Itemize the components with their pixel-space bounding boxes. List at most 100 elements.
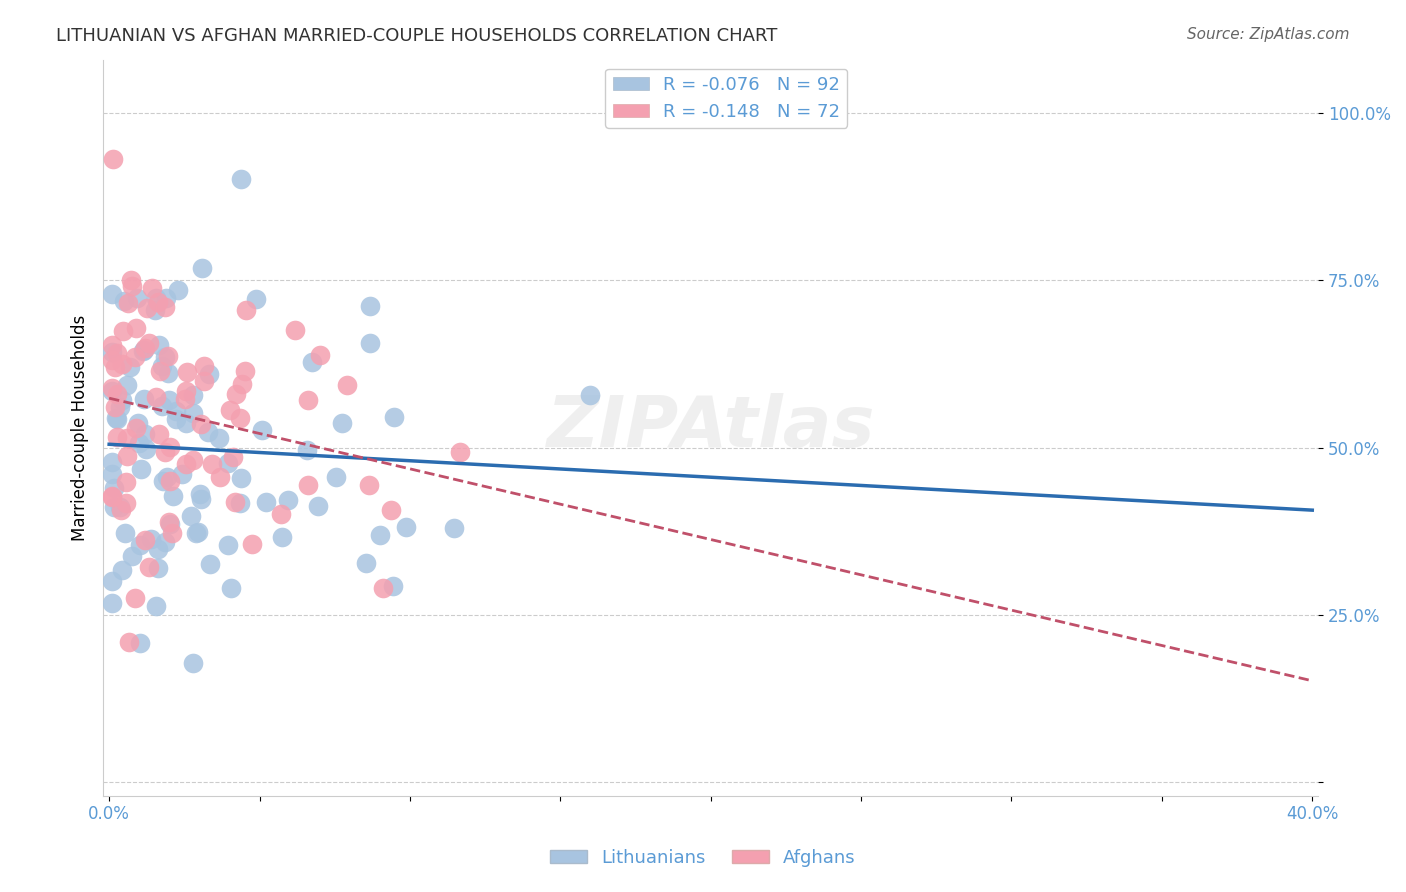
Point: [105, 430, 128, 444]
Point: [578, 388, 600, 402]
Point: [157, 393, 180, 408]
Point: [190, 487, 212, 501]
Point: [174, 392, 197, 406]
Point: [150, 399, 173, 413]
Point: [124, 591, 146, 605]
Point: [134, 341, 156, 355]
Point: [121, 549, 143, 564]
Point: [114, 526, 136, 541]
Point: [127, 416, 149, 430]
Point: [141, 532, 163, 546]
Point: [156, 470, 179, 484]
Point: [373, 581, 395, 595]
Point: [198, 367, 221, 381]
Point: [121, 279, 143, 293]
Point: [112, 294, 135, 309]
Point: [190, 417, 212, 432]
Point: [118, 634, 141, 648]
Point: [153, 350, 176, 364]
Point: [380, 503, 402, 517]
Point: [115, 377, 138, 392]
Point: [129, 538, 152, 552]
Point: [160, 525, 183, 540]
Point: [167, 283, 190, 297]
Point: [368, 528, 391, 542]
Point: [105, 387, 128, 401]
Point: [359, 299, 381, 313]
Point: [162, 488, 184, 502]
Point: [270, 507, 292, 521]
Point: [159, 474, 181, 488]
Point: [153, 301, 176, 315]
Point: [449, 445, 471, 459]
Point: [125, 421, 148, 435]
Point: [336, 377, 359, 392]
Point: [155, 535, 177, 549]
Point: [134, 427, 156, 442]
Point: [229, 410, 252, 425]
Point: [181, 406, 204, 420]
Point: [207, 431, 229, 445]
Point: [101, 455, 124, 469]
Point: [231, 376, 253, 391]
Point: [132, 392, 155, 407]
Legend: R = -0.076   N = 92, R = -0.148   N = 72: R = -0.076 N = 92, R = -0.148 N = 72: [606, 69, 848, 128]
Point: [217, 538, 239, 552]
Point: [174, 458, 197, 472]
Point: [101, 287, 124, 301]
Point: [277, 493, 299, 508]
Point: [181, 452, 204, 467]
Point: [125, 321, 148, 335]
Point: [148, 338, 170, 352]
Point: [325, 470, 347, 484]
Point: [219, 582, 242, 596]
Point: [110, 500, 132, 515]
Point: [101, 152, 124, 166]
Point: [217, 456, 239, 470]
Point: [125, 291, 148, 305]
Point: [108, 401, 131, 415]
Point: [111, 357, 134, 371]
Point: [330, 416, 353, 430]
Point: [176, 384, 198, 399]
Point: [198, 557, 221, 571]
Point: [159, 516, 181, 531]
Point: [174, 417, 197, 431]
Point: [165, 403, 187, 417]
Point: [115, 475, 138, 489]
Text: LITHUANIAN VS AFGHAN MARRIED-COUPLE HOUSEHOLDS CORRELATION CHART: LITHUANIAN VS AFGHAN MARRIED-COUPLE HOUS…: [56, 27, 778, 45]
Point: [115, 495, 138, 509]
Point: [131, 343, 153, 358]
Point: [284, 323, 307, 337]
Point: [170, 467, 193, 481]
Point: [443, 521, 465, 535]
Point: [153, 444, 176, 458]
Point: [103, 481, 125, 495]
Point: [229, 171, 252, 186]
Point: [104, 400, 127, 414]
Point: [250, 423, 273, 437]
Point: [103, 500, 125, 514]
Point: [225, 387, 247, 401]
Point: [115, 449, 138, 463]
Point: [145, 291, 167, 305]
Point: [222, 450, 245, 465]
Point: [229, 471, 252, 485]
Point: [146, 560, 169, 574]
Point: [307, 499, 329, 513]
Point: [141, 280, 163, 294]
Point: [381, 578, 404, 592]
Point: [129, 636, 152, 650]
Text: Source: ZipAtlas.com: Source: ZipAtlas.com: [1187, 27, 1350, 42]
Point: [131, 461, 153, 475]
Point: [224, 495, 246, 509]
Point: [193, 359, 215, 373]
Point: [159, 440, 181, 454]
Point: [101, 467, 124, 481]
Point: [148, 542, 170, 557]
Point: [101, 384, 124, 398]
Point: [254, 495, 277, 509]
Point: [233, 364, 256, 378]
Point: [120, 359, 142, 374]
Point: [135, 442, 157, 456]
